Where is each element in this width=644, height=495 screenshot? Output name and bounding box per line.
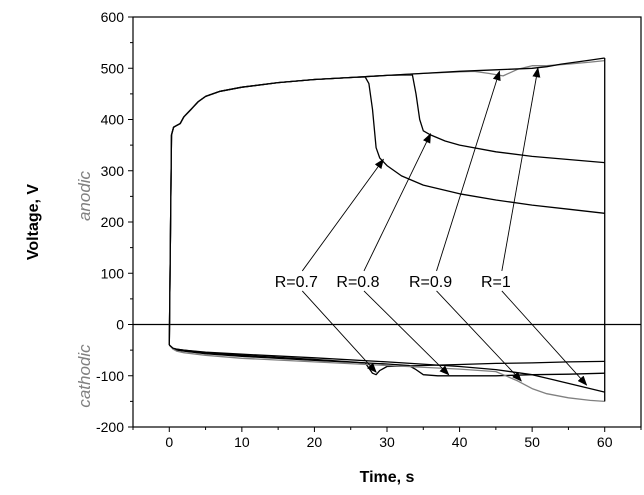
annotation-r-0-8: R=0.8 [336, 274, 379, 291]
annotation-arrow-r-0-7 [301, 158, 384, 272]
y-tick-label: 400 [101, 112, 125, 128]
y-tick-label: 300 [101, 163, 125, 179]
annotation-arrow-r-0-9 [436, 70, 501, 272]
axis-ticks: 0 10 20 30 40 50 60 -200 -100 0 100 200 300 400 500 600 [96, 9, 642, 450]
x-axis-label: Time, s [360, 469, 415, 486]
series-r-1-cathodic-line [168, 344, 605, 393]
anodic-region-label: anodic [75, 170, 94, 221]
annotation-arrow-r-1 [501, 67, 541, 272]
x-tick-label: 30 [379, 434, 395, 450]
series-r-1-anodic-line [168, 57, 605, 346]
y-tick-label: 0 [116, 317, 124, 333]
annotation-r-0-7: R=0.7 [275, 274, 318, 291]
annotation-arrow-r-1 [501, 290, 588, 386]
annotation-arrow-r-0-8 [363, 132, 431, 272]
series-r-0-7-anodic-line [168, 76, 605, 346]
series-r-0-8-anodic-line [168, 74, 605, 346]
y-tick-label: 100 [101, 265, 125, 281]
series-r-0-8-cathodic-line [168, 344, 605, 377]
annotation-r-1: R=1 [481, 274, 511, 291]
y-tick-label: 500 [101, 60, 125, 76]
x-tick-label: 10 [234, 434, 250, 450]
x-tick-label: 50 [524, 434, 540, 450]
series-r-0-7-cathodic-line [168, 344, 605, 376]
y-tick-label: 200 [101, 214, 125, 230]
series-r-0-9-anodic-line [168, 59, 605, 346]
annotation-arrow-r-0-7 [301, 290, 377, 373]
x-tick-label: 60 [597, 434, 613, 450]
annotation-arrow-r-0-8 [363, 290, 450, 376]
x-tick-label: 40 [452, 434, 468, 450]
y-tick-label: -100 [96, 368, 124, 384]
cathodic-region-label: cathodic [75, 344, 94, 408]
annotation-r-0-9: R=0.9 [409, 274, 452, 291]
y-axis-label: Voltage, V [25, 184, 42, 260]
series-group [168, 57, 606, 403]
annotation-arrow-r-0-9 [436, 290, 522, 382]
x-tick-label: 20 [307, 434, 323, 450]
series-r-0-9-cathodic-line [168, 344, 605, 403]
y-tick-label: 600 [101, 9, 125, 25]
annotations-group: R=0.7 R=0.8 R=0.9 R=1 [275, 67, 588, 386]
y-tick-label: -200 [96, 419, 124, 435]
x-tick-label: 0 [165, 434, 173, 450]
